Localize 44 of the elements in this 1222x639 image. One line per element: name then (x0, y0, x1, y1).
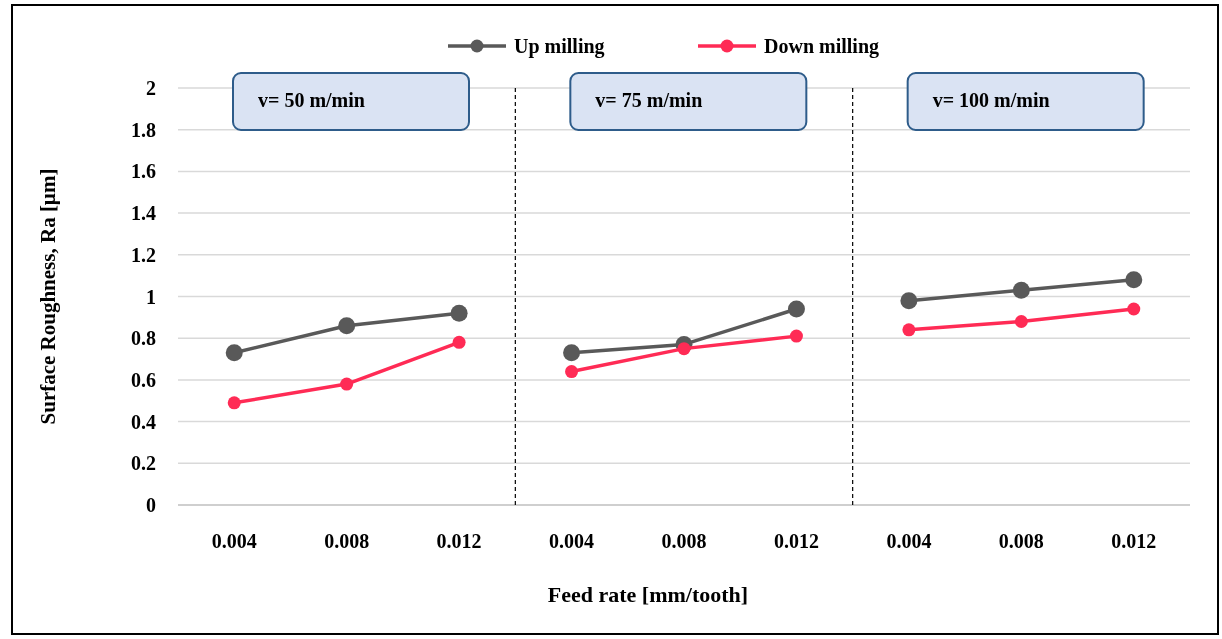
point (450, 304, 468, 322)
y-tick-label: 1 (146, 285, 156, 308)
x-tick-label: 0.012 (773, 530, 819, 552)
point (1127, 302, 1141, 316)
y-tick-label: 0.6 (131, 368, 156, 391)
y-tick-label: 1.6 (131, 160, 156, 183)
y-tick-label: 0.2 (131, 452, 156, 475)
point (677, 342, 691, 356)
point (563, 344, 581, 362)
y-tick-label: 0 (146, 494, 156, 516)
point (787, 300, 805, 318)
point (902, 323, 916, 337)
x-tick-label: 0.008 (998, 530, 1044, 552)
y-tick-label: 1.2 (131, 243, 156, 266)
x-axis-title: Feed rate [mm/tooth] (547, 582, 749, 607)
point (227, 396, 241, 410)
y-tick-label: 2 (146, 77, 156, 99)
point (1012, 281, 1030, 299)
x-tick-label: 0.008 (661, 530, 707, 552)
point (452, 335, 466, 349)
legend-label: Up milling (514, 35, 605, 58)
point (900, 292, 918, 310)
y-axis-title: Surface Roughness, Ra [µm] (36, 168, 60, 425)
point (1014, 315, 1028, 329)
y-tick-label: 1.4 (131, 202, 156, 225)
point (340, 377, 354, 391)
y-tick-label: 0.4 (131, 410, 156, 433)
x-tick-label: 0.004 (886, 530, 932, 552)
y-tick-label: 0.8 (131, 327, 156, 350)
x-tick-label: 0.012 (436, 530, 482, 552)
y-tick-label: 1.8 (131, 118, 156, 141)
point (225, 344, 243, 362)
point (565, 365, 579, 379)
x-tick-label: 0.008 (324, 530, 370, 552)
annotation: v= 50 m/min (258, 89, 365, 111)
point (789, 329, 803, 343)
annotation: v= 100 m/min (932, 89, 1050, 111)
x-tick-label: 0.004 (549, 530, 595, 552)
legend-label: Down milling (764, 35, 880, 58)
annotation: v= 75 m/min (595, 89, 703, 111)
point (1125, 271, 1143, 289)
x-tick-label: 0.004 (211, 530, 257, 552)
point (338, 317, 356, 335)
x-tick-label: 0.012 (1111, 530, 1157, 552)
